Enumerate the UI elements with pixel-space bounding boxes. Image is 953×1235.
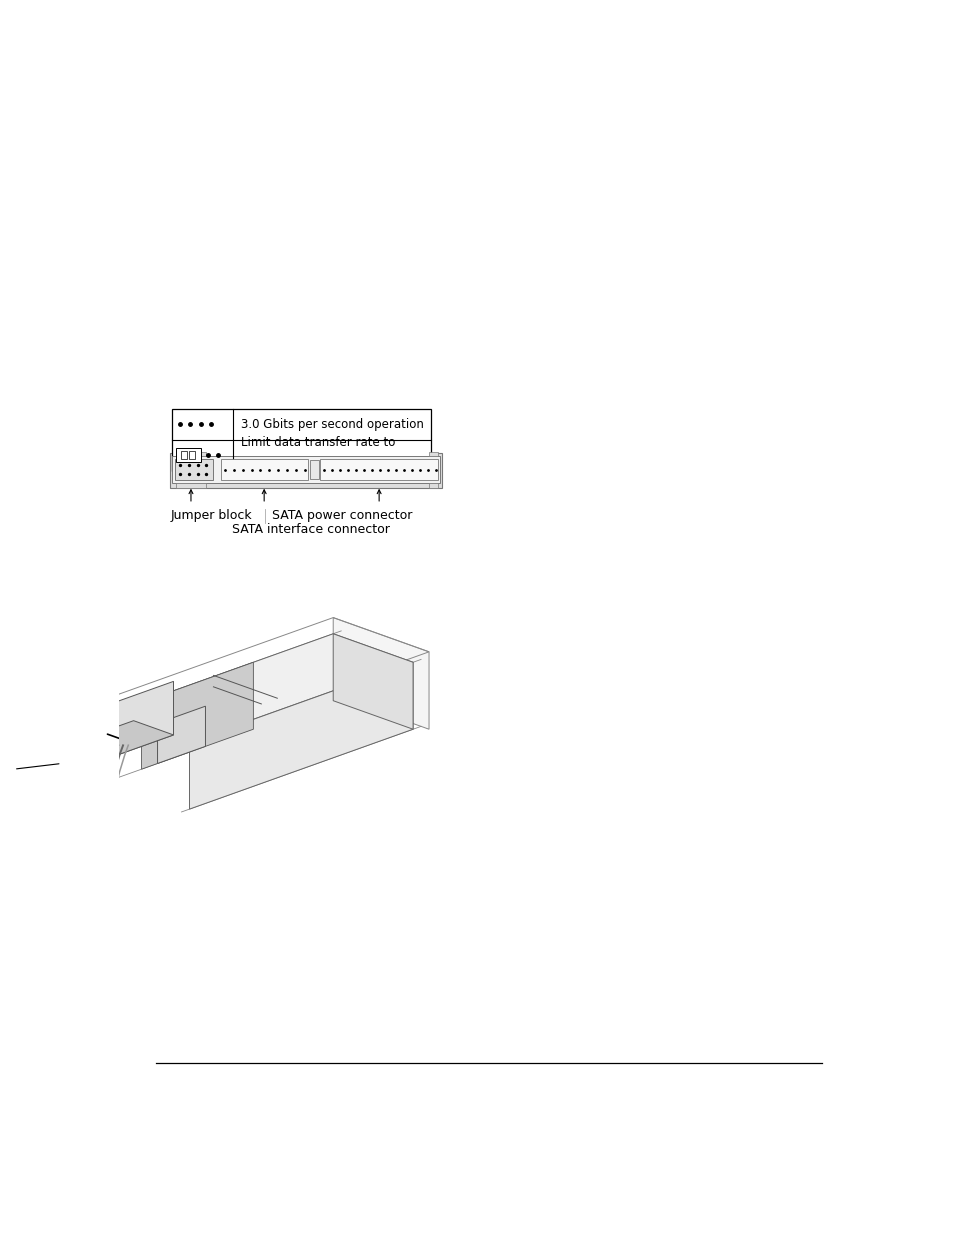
- Bar: [320, 459, 437, 480]
- Text: Limit data transfer rate to: Limit data transfer rate to: [240, 436, 395, 450]
- Polygon shape: [333, 634, 413, 729]
- Text: SATA power connector: SATA power connector: [272, 509, 413, 521]
- Text: 1.5 Gbits per second: 1.5 Gbits per second: [240, 459, 362, 473]
- Polygon shape: [70, 690, 110, 758]
- Bar: [174, 459, 213, 480]
- Bar: [176, 452, 206, 456]
- Bar: [429, 483, 437, 488]
- Bar: [181, 451, 187, 459]
- Text: Jumper block: Jumper block: [171, 509, 253, 521]
- Polygon shape: [110, 634, 413, 742]
- Text: SATA interface connector: SATA interface connector: [232, 522, 389, 536]
- Bar: [172, 456, 439, 483]
- Bar: [170, 453, 442, 488]
- Bar: [429, 452, 437, 456]
- Bar: [176, 483, 206, 488]
- Text: 3.0 Gbits per second operation: 3.0 Gbits per second operation: [240, 417, 423, 431]
- Bar: [176, 448, 201, 462]
- Polygon shape: [110, 682, 173, 758]
- Polygon shape: [333, 618, 429, 729]
- Polygon shape: [70, 721, 173, 758]
- Bar: [220, 459, 308, 480]
- Polygon shape: [157, 706, 205, 763]
- Bar: [172, 409, 431, 471]
- Bar: [310, 461, 318, 479]
- Bar: [190, 451, 195, 459]
- Polygon shape: [141, 662, 253, 769]
- Polygon shape: [190, 662, 413, 809]
